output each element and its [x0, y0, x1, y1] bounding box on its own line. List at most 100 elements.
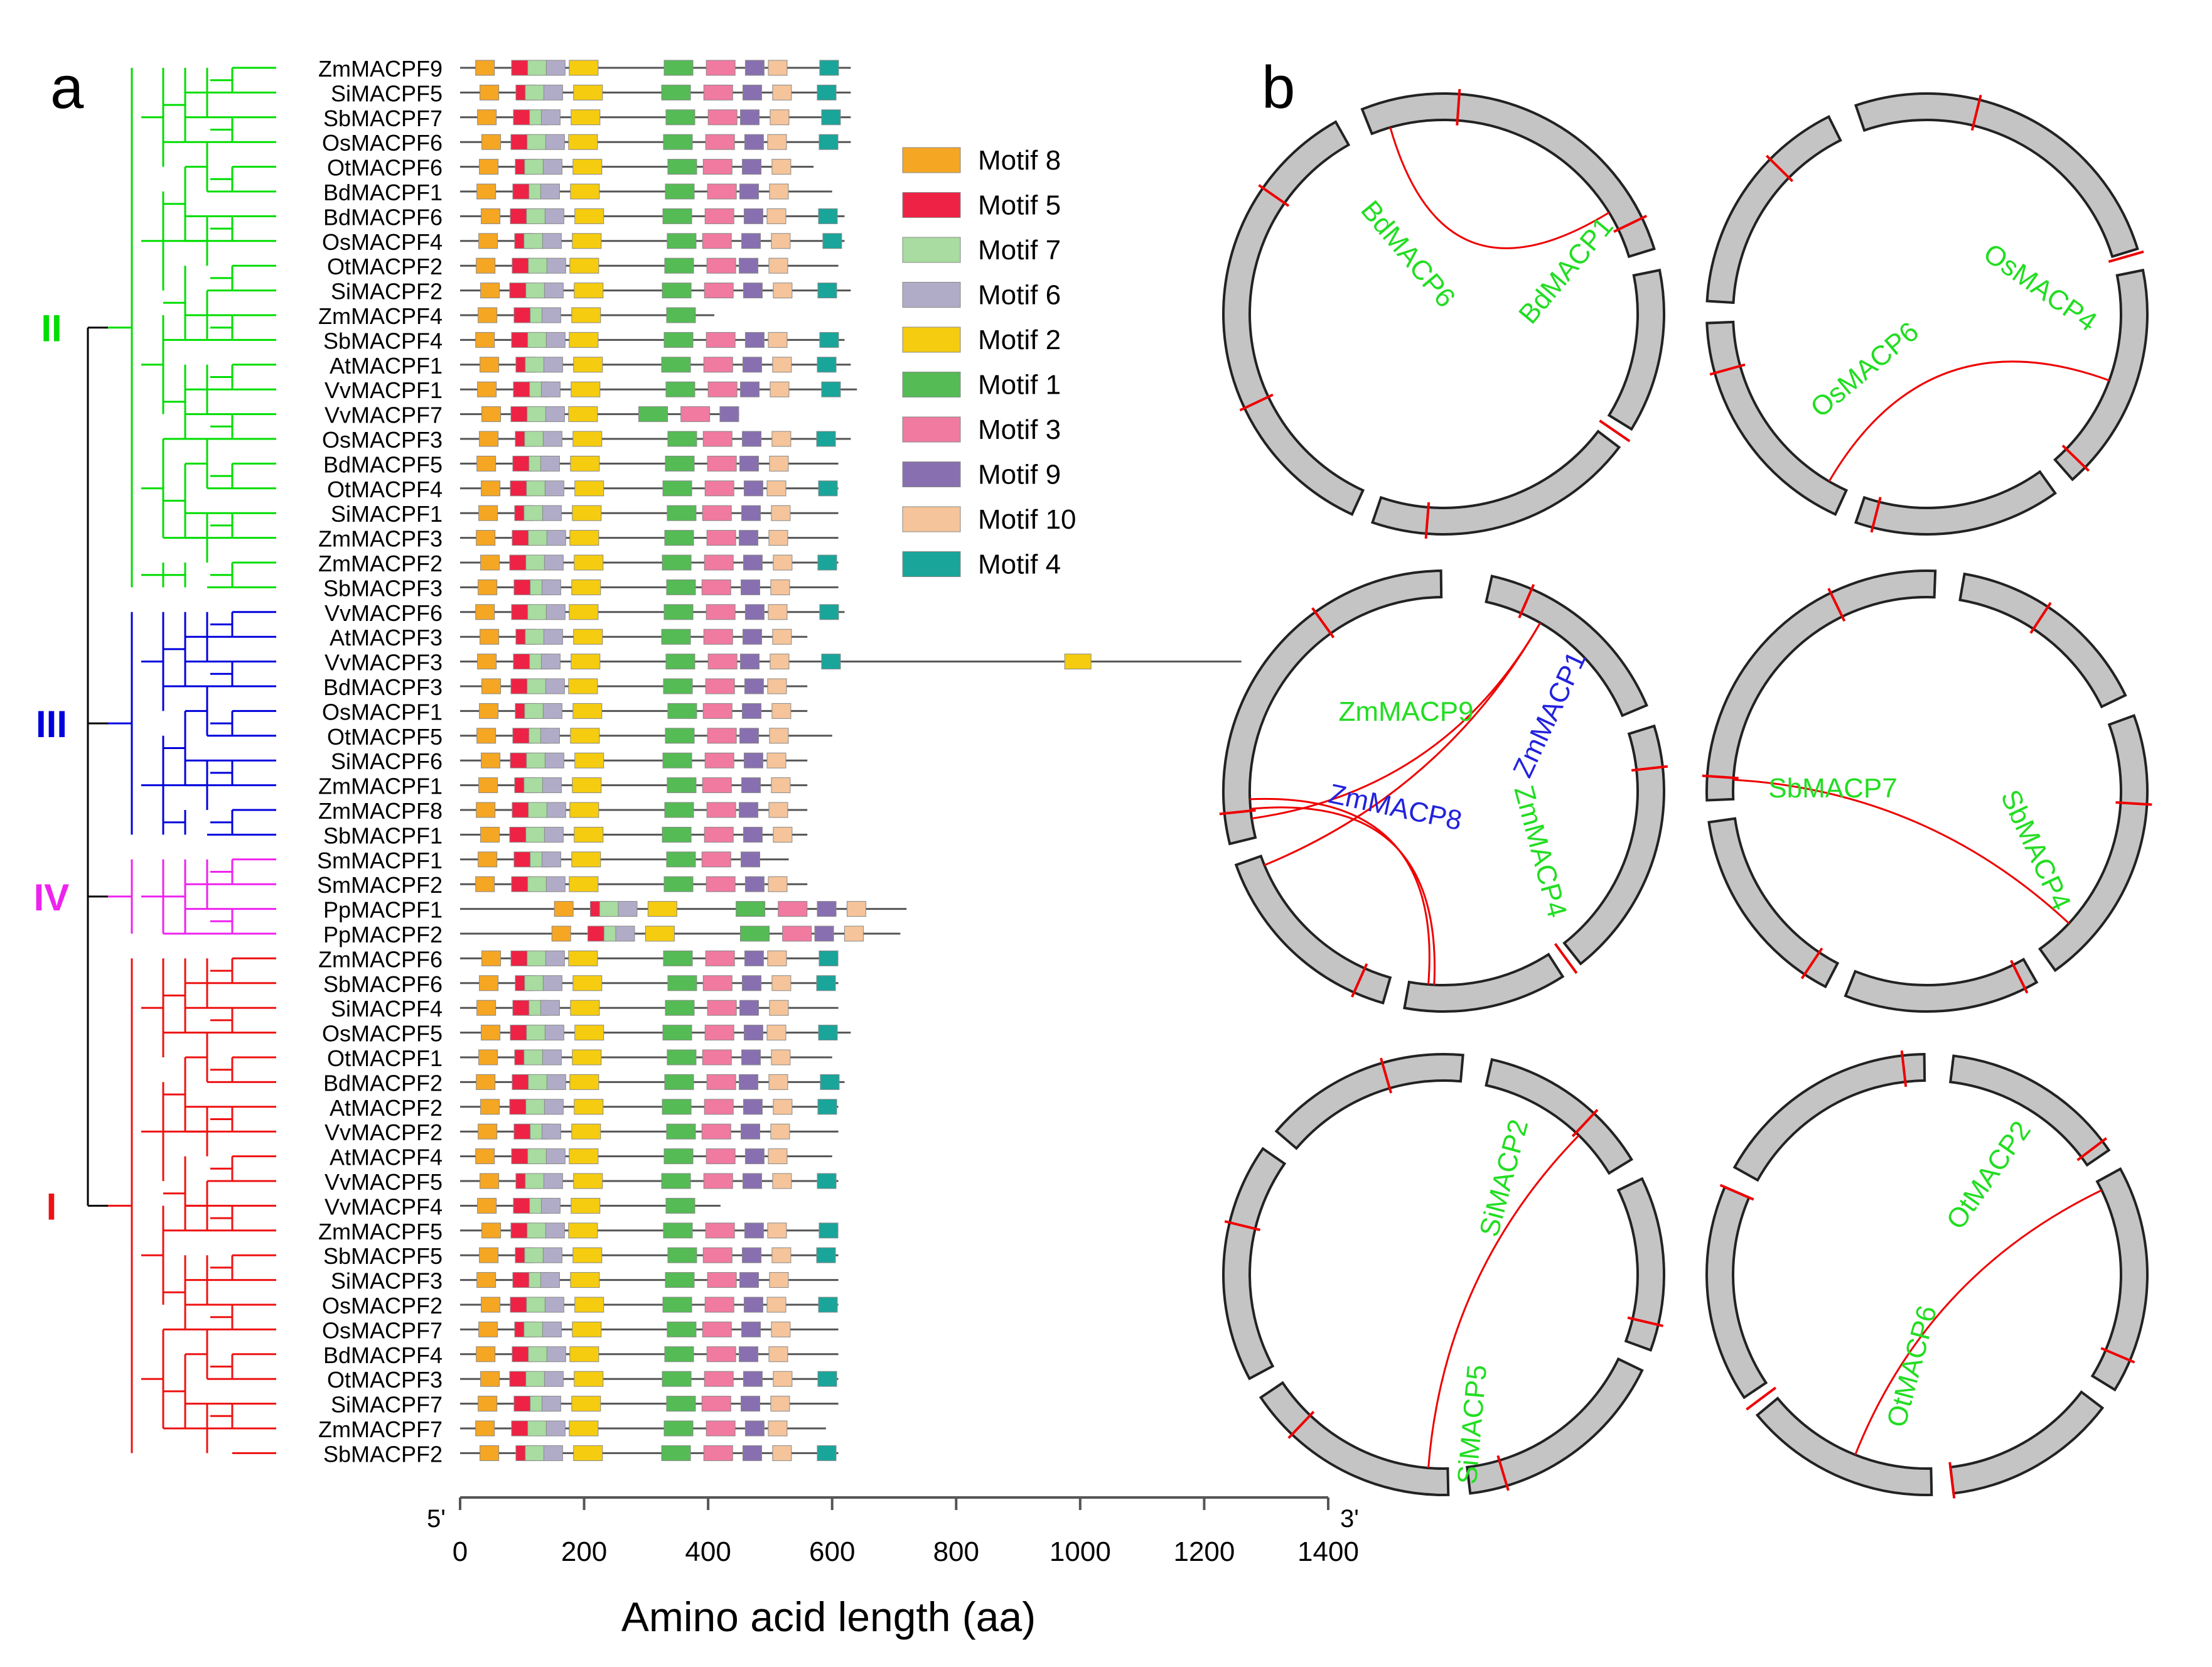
- gene-position-marker: [1456, 89, 1461, 126]
- motif-box: [822, 233, 842, 249]
- motif-box: [703, 1173, 733, 1189]
- motif-box: [662, 752, 692, 769]
- motif-box: [739, 530, 759, 546]
- gene-position-marker: [2100, 1347, 2135, 1364]
- motif-box: [704, 1099, 734, 1115]
- motif-box: [769, 728, 789, 744]
- motif-box: [705, 678, 735, 694]
- synteny-link: [1264, 622, 1542, 866]
- motif-box: [773, 1371, 793, 1387]
- legend-swatch: [902, 461, 961, 487]
- gene-position-marker: [1800, 947, 1823, 979]
- motif-box: [661, 357, 691, 373]
- gene-position-marker: [1219, 809, 1256, 816]
- motif-box: [571, 381, 601, 397]
- motif-box: [524, 703, 544, 719]
- motif-box: [662, 1099, 692, 1115]
- motif-box: [706, 257, 736, 274]
- gene-label: OsMACPF6: [322, 130, 443, 156]
- motif-box: [741, 703, 761, 719]
- motif-box: [817, 84, 837, 100]
- motif-box: [511, 1148, 531, 1165]
- gene-label: BdMACPF4: [323, 1342, 443, 1368]
- gene-label: OtMACPF6: [327, 155, 443, 181]
- gene-label: ZmMACPF7: [318, 1416, 443, 1442]
- motif-box: [545, 950, 565, 966]
- gene-label: SiMACPF4: [331, 996, 443, 1022]
- motif-box: [545, 332, 566, 348]
- gene-label: OsMACPF3: [322, 427, 443, 453]
- clade-label: IV: [34, 877, 70, 919]
- gene-position-marker: [2010, 959, 2029, 994]
- axis-tick-label: 800: [933, 1536, 979, 1567]
- motif-box: [742, 84, 762, 100]
- chromosome-segment: [1705, 1185, 1768, 1400]
- motif-box: [769, 455, 789, 472]
- motif-box: [543, 1173, 563, 1189]
- motif-box: [741, 975, 761, 991]
- motif-box: [665, 183, 695, 200]
- motif-box: [481, 1222, 502, 1239]
- gene-row: SiMACPF7: [331, 1392, 839, 1418]
- gene-label: AtMACPF2: [330, 1095, 443, 1121]
- chromosome-segment: [1274, 1053, 1464, 1150]
- motif-box: [768, 1074, 788, 1090]
- gene-position-marker: [1571, 1109, 1599, 1138]
- legend-swatch: [902, 282, 961, 308]
- motif-box: [819, 60, 839, 76]
- gene-row: OtMACPF4: [327, 477, 839, 502]
- motif-box: [573, 1445, 603, 1461]
- motif-box: [546, 530, 566, 546]
- motif-box: [664, 530, 694, 546]
- motif-box: [663, 60, 694, 76]
- motif-box: [527, 604, 547, 620]
- motif-box: [704, 1371, 734, 1387]
- motif-box: [663, 950, 693, 966]
- motif-box: [544, 283, 564, 299]
- link-gene-label: OtMACP2: [1940, 1116, 2037, 1235]
- chromosome-segment: [1755, 1396, 1933, 1496]
- gene-label: OsMACPF7: [322, 1317, 443, 1343]
- gene-position-marker: [1518, 584, 1535, 618]
- motif-box: [771, 777, 791, 794]
- motif-box: [480, 1371, 500, 1387]
- circos-os: OsMACP6 OsMACP4: [1705, 92, 2149, 536]
- gene-label: SbMACPF7: [323, 105, 443, 131]
- motif-box: [574, 826, 604, 843]
- chromosome-segment: [1607, 268, 1665, 431]
- motif-box: [778, 901, 808, 917]
- motif-box: [770, 1123, 790, 1140]
- motif-box: [480, 357, 500, 373]
- gene-label: AtMACPF4: [330, 1145, 443, 1170]
- motif-box: [513, 1123, 534, 1140]
- chromosome-segment: [1403, 952, 1565, 1013]
- motif-box: [476, 1272, 497, 1288]
- motif-box: [667, 1247, 697, 1263]
- motif-box: [525, 826, 545, 843]
- chromosome-segment: [1705, 320, 1849, 516]
- motif-box: [647, 901, 677, 917]
- gene-row: VvMACPF4: [325, 1194, 721, 1219]
- motif-box: [702, 233, 732, 249]
- motif-box: [739, 1000, 760, 1016]
- motif-box: [481, 406, 502, 423]
- motif-box: [744, 1148, 765, 1165]
- motif-box: [703, 1445, 733, 1461]
- motif-box: [524, 431, 544, 447]
- motif-box: [542, 233, 562, 249]
- motif-box: [510, 208, 530, 224]
- motif-box: [665, 381, 695, 397]
- gene-label: BdMACPF6: [323, 204, 443, 230]
- gene-label: OsMACPF4: [322, 229, 443, 255]
- motif-box: [663, 876, 694, 892]
- motif-box: [478, 307, 498, 323]
- motif-box: [476, 183, 497, 200]
- motif-box: [525, 628, 545, 645]
- motif-box: [771, 1247, 792, 1263]
- motif-box: [741, 777, 761, 794]
- motif-box: [546, 257, 566, 274]
- motif-box: [524, 1247, 544, 1263]
- motif-box: [477, 381, 497, 397]
- motif-box: [818, 1297, 838, 1313]
- axis-title: Amino acid length (aa): [621, 1594, 1036, 1640]
